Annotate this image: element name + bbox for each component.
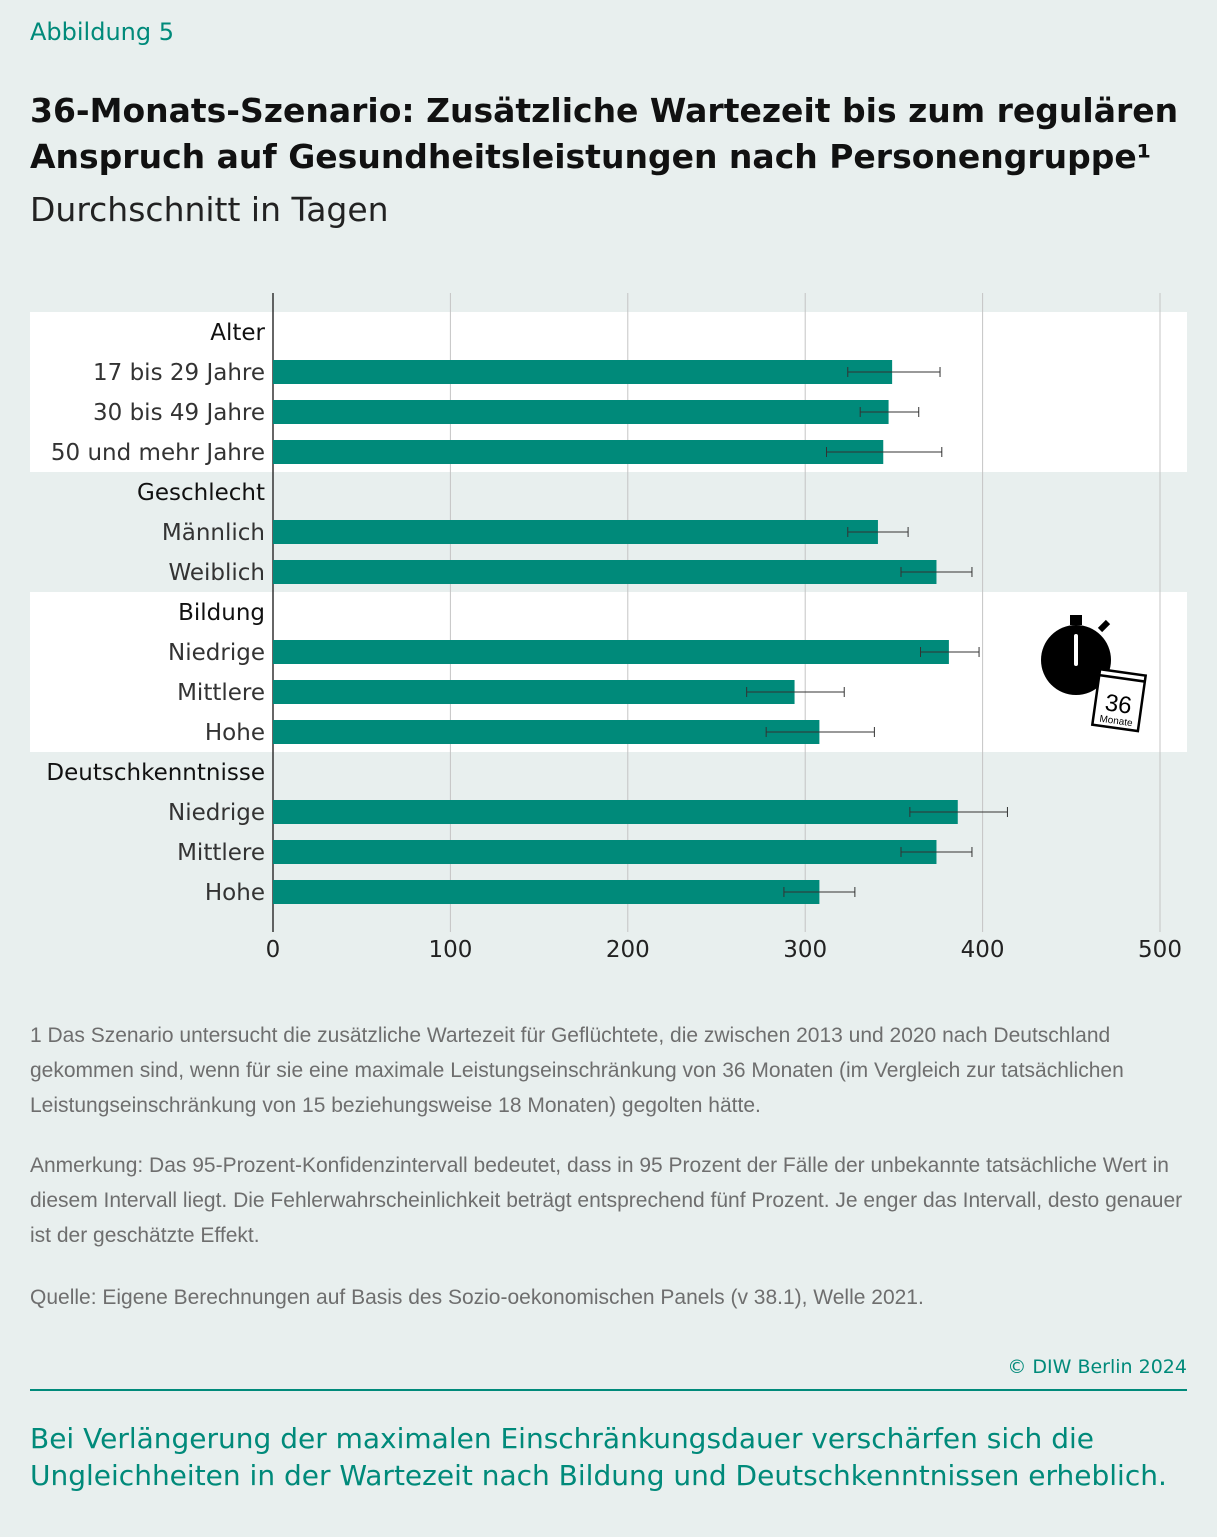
bar	[273, 720, 820, 744]
x-tick-label: 200	[606, 937, 650, 963]
error-bar	[920, 647, 980, 657]
chart-title: 36-Monats-Szenario: Zusätzliche Wartezei…	[30, 91, 1179, 176]
error-bar	[847, 527, 909, 537]
source: Quelle: Eigene Berechnungen auf Basis de…	[30, 1286, 924, 1309]
category-label: 30 bis 49 Jahre	[93, 400, 265, 426]
divider	[30, 1389, 1187, 1391]
error-bar	[783, 887, 856, 897]
category-label: Weiblich	[168, 560, 265, 586]
chart-subtitle: Durchschnitt in Tagen	[30, 190, 389, 229]
group-header: Bildung	[178, 600, 265, 626]
bar	[273, 400, 889, 424]
category-label: 17 bis 29 Jahre	[93, 360, 265, 386]
icon-word: Monate	[1099, 714, 1134, 730]
error-bar	[900, 567, 973, 577]
error-bar	[765, 727, 875, 737]
bar	[273, 360, 893, 384]
icon-number: 36	[1103, 689, 1133, 719]
x-tick-label: 400	[961, 937, 1005, 963]
bar	[273, 520, 878, 544]
bar	[273, 560, 937, 584]
bar	[273, 840, 937, 864]
stopwatch-calendar-icon: 36 Monate	[1041, 615, 1148, 733]
category-label: Hohe	[205, 880, 265, 906]
group-header: Geschlecht	[137, 480, 265, 506]
error-bar	[825, 447, 943, 457]
category-label: Hohe	[205, 720, 265, 746]
x-tick-label: 100	[428, 937, 472, 963]
bar	[273, 440, 884, 464]
bar	[273, 680, 795, 704]
copyright: © DIW Berlin 2024	[1007, 1356, 1187, 1378]
footnote: 1 Das Szenario untersucht die zusätzlich…	[30, 1024, 1124, 1117]
category-label: Niedrige	[168, 640, 265, 666]
error-bar	[859, 407, 920, 417]
error-bar	[900, 847, 973, 857]
group-header: Alter	[210, 320, 265, 346]
x-tick-label: 0	[266, 937, 281, 963]
x-tick-label: 500	[1138, 937, 1182, 963]
error-bar	[909, 807, 1008, 817]
category-label: Mittlere	[177, 680, 265, 706]
error-bar	[746, 687, 845, 697]
bar-chart: Alter 17 bis 29 Jahre 30 bis 49 Jahre 50 un…	[30, 293, 1187, 963]
bar	[273, 800, 958, 824]
error-bar	[847, 367, 941, 377]
note: Anmerkung: Das 95-Prozent-Konfidenzinter…	[30, 1154, 1183, 1247]
category-label: Niedrige	[168, 800, 265, 826]
figure-label: Abbildung 5	[30, 18, 175, 46]
bar	[273, 880, 820, 904]
summary-text: Bei Verlängerung der maximalen Einschrän…	[30, 1422, 1167, 1492]
category-label: Mittlere	[177, 840, 265, 866]
bar	[273, 640, 949, 664]
x-tick-label: 300	[783, 937, 827, 963]
group-header: Deutschkenntnisse	[46, 760, 265, 786]
category-label: Männlich	[162, 520, 265, 546]
category-label: 50 und mehr Jahre	[51, 440, 265, 466]
